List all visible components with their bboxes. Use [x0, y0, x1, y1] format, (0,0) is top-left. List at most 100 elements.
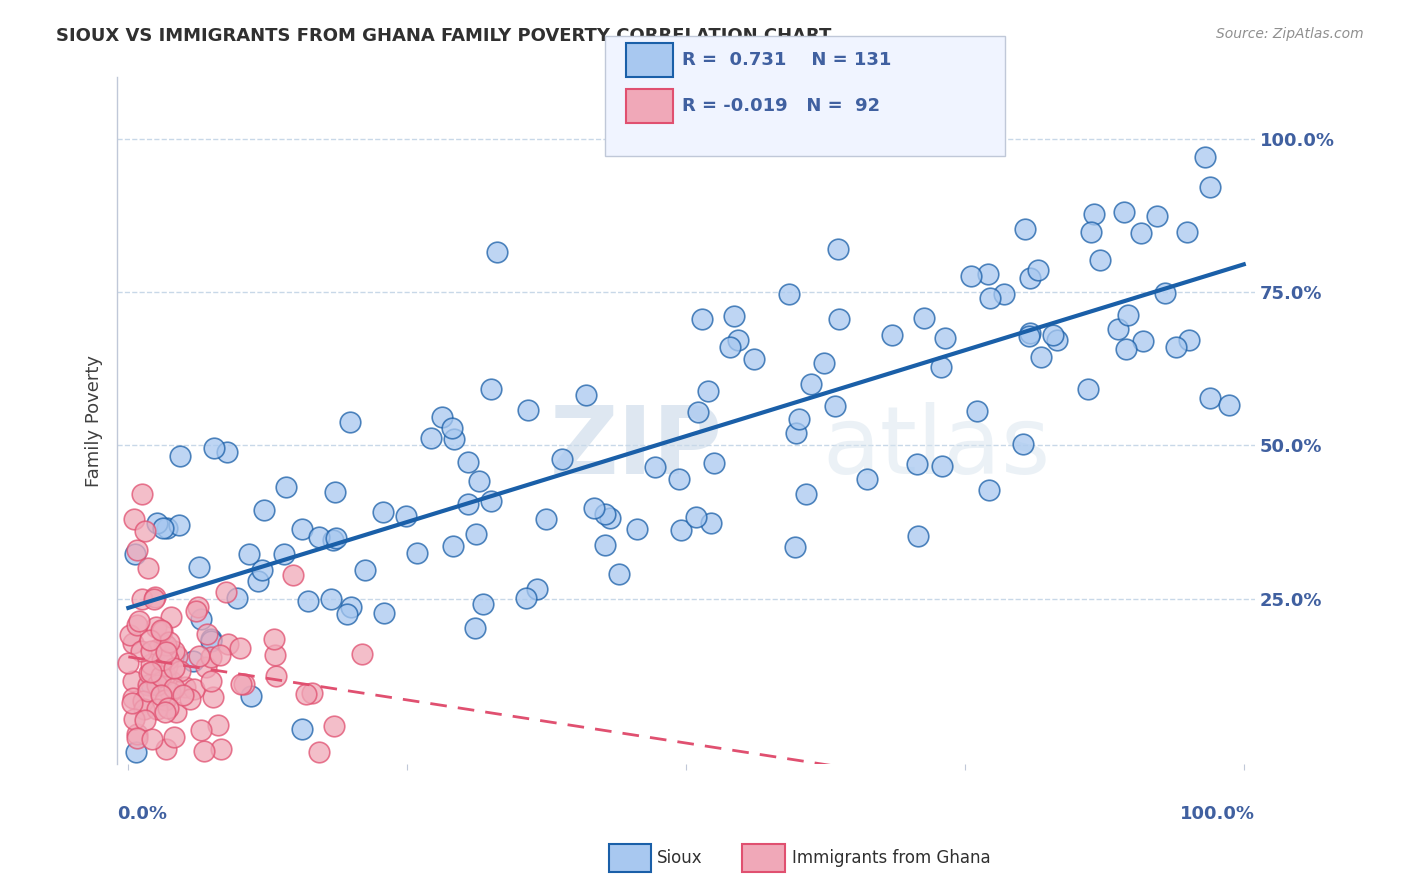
Point: [599, 511, 621, 525]
Point: [125, 745, 148, 759]
Point: [1026, 263, 1049, 277]
Point: [138, 665, 160, 680]
Point: [193, 744, 215, 758]
Point: [794, 487, 817, 501]
Point: [207, 718, 229, 732]
Point: [188, 559, 211, 574]
Point: [150, 688, 173, 702]
Point: [295, 687, 318, 701]
Point: [406, 546, 429, 560]
Point: [200, 634, 222, 648]
Point: [977, 483, 1000, 497]
Point: [152, 637, 174, 651]
Point: [121, 636, 143, 650]
Point: [420, 431, 443, 445]
Point: [981, 132, 1004, 146]
Point: [430, 410, 453, 425]
Point: [215, 585, 238, 599]
Point: [202, 441, 225, 455]
Point: [273, 547, 295, 561]
Point: [173, 680, 195, 694]
Point: [979, 291, 1001, 305]
Point: [240, 689, 263, 703]
Text: Sioux: Sioux: [657, 849, 702, 867]
Point: [134, 702, 156, 716]
Point: [1177, 334, 1199, 348]
Point: [160, 673, 183, 688]
Text: Immigrants from Ghana: Immigrants from Ghana: [792, 849, 990, 867]
Point: [264, 668, 287, 682]
Point: [697, 384, 720, 399]
Point: [468, 474, 491, 488]
Point: [340, 600, 363, 615]
Point: [165, 705, 187, 719]
Point: [457, 455, 479, 469]
Y-axis label: Family Poverty: Family Poverty: [86, 355, 103, 487]
Point: [515, 591, 537, 605]
Point: [1132, 334, 1154, 348]
Point: [1077, 382, 1099, 396]
Point: [931, 458, 953, 473]
Point: [827, 242, 849, 256]
Point: [281, 568, 304, 582]
Point: [373, 606, 395, 620]
Point: [336, 607, 359, 621]
Point: [166, 649, 188, 664]
Point: [1146, 210, 1168, 224]
Point: [202, 690, 225, 704]
Point: [785, 540, 807, 554]
Point: [139, 665, 162, 679]
Point: [1112, 205, 1135, 219]
Point: [195, 627, 218, 641]
Point: [321, 592, 343, 607]
Point: [472, 597, 495, 611]
Point: [117, 657, 139, 671]
Point: [1090, 252, 1112, 267]
Point: [626, 522, 648, 536]
Text: atlas: atlas: [823, 402, 1050, 494]
Point: [156, 658, 179, 673]
Point: [931, 359, 953, 374]
Point: [160, 609, 183, 624]
Point: [141, 677, 163, 691]
Text: Source: ZipAtlas.com: Source: ZipAtlas.com: [1216, 27, 1364, 41]
Point: [1107, 322, 1129, 336]
Point: [238, 547, 260, 561]
Point: [457, 497, 479, 511]
Point: [157, 635, 180, 649]
Point: [1116, 308, 1139, 322]
Text: R = -0.019   N =  92: R = -0.019 N = 92: [682, 97, 880, 115]
Text: SIOUX VS IMMIGRANTS FROM GHANA FAMILY POVERTY CORRELATION CHART: SIOUX VS IMMIGRANTS FROM GHANA FAMILY PO…: [56, 27, 831, 45]
Point: [1012, 436, 1035, 450]
Point: [141, 732, 163, 747]
Point: [136, 678, 159, 692]
Point: [669, 524, 692, 538]
Point: [551, 452, 574, 467]
Point: [169, 665, 191, 679]
Point: [800, 376, 823, 391]
Point: [486, 244, 509, 259]
Point: [934, 331, 956, 345]
Text: 0.0%: 0.0%: [117, 805, 167, 823]
Point: [143, 591, 166, 605]
Point: [143, 591, 166, 606]
Point: [132, 694, 155, 708]
Point: [526, 582, 548, 597]
Point: [274, 480, 297, 494]
Point: [308, 745, 330, 759]
Point: [159, 685, 181, 699]
Point: [1019, 271, 1042, 285]
Point: [190, 612, 212, 626]
Point: [291, 522, 314, 536]
Point: [145, 516, 167, 530]
Point: [127, 727, 149, 741]
Point: [155, 742, 177, 756]
Point: [233, 677, 256, 691]
Point: [167, 518, 190, 533]
Point: [700, 516, 723, 531]
Point: [155, 667, 177, 681]
Point: [156, 521, 179, 535]
Point: [121, 696, 143, 710]
Point: [1218, 398, 1240, 412]
Point: [1018, 326, 1040, 341]
